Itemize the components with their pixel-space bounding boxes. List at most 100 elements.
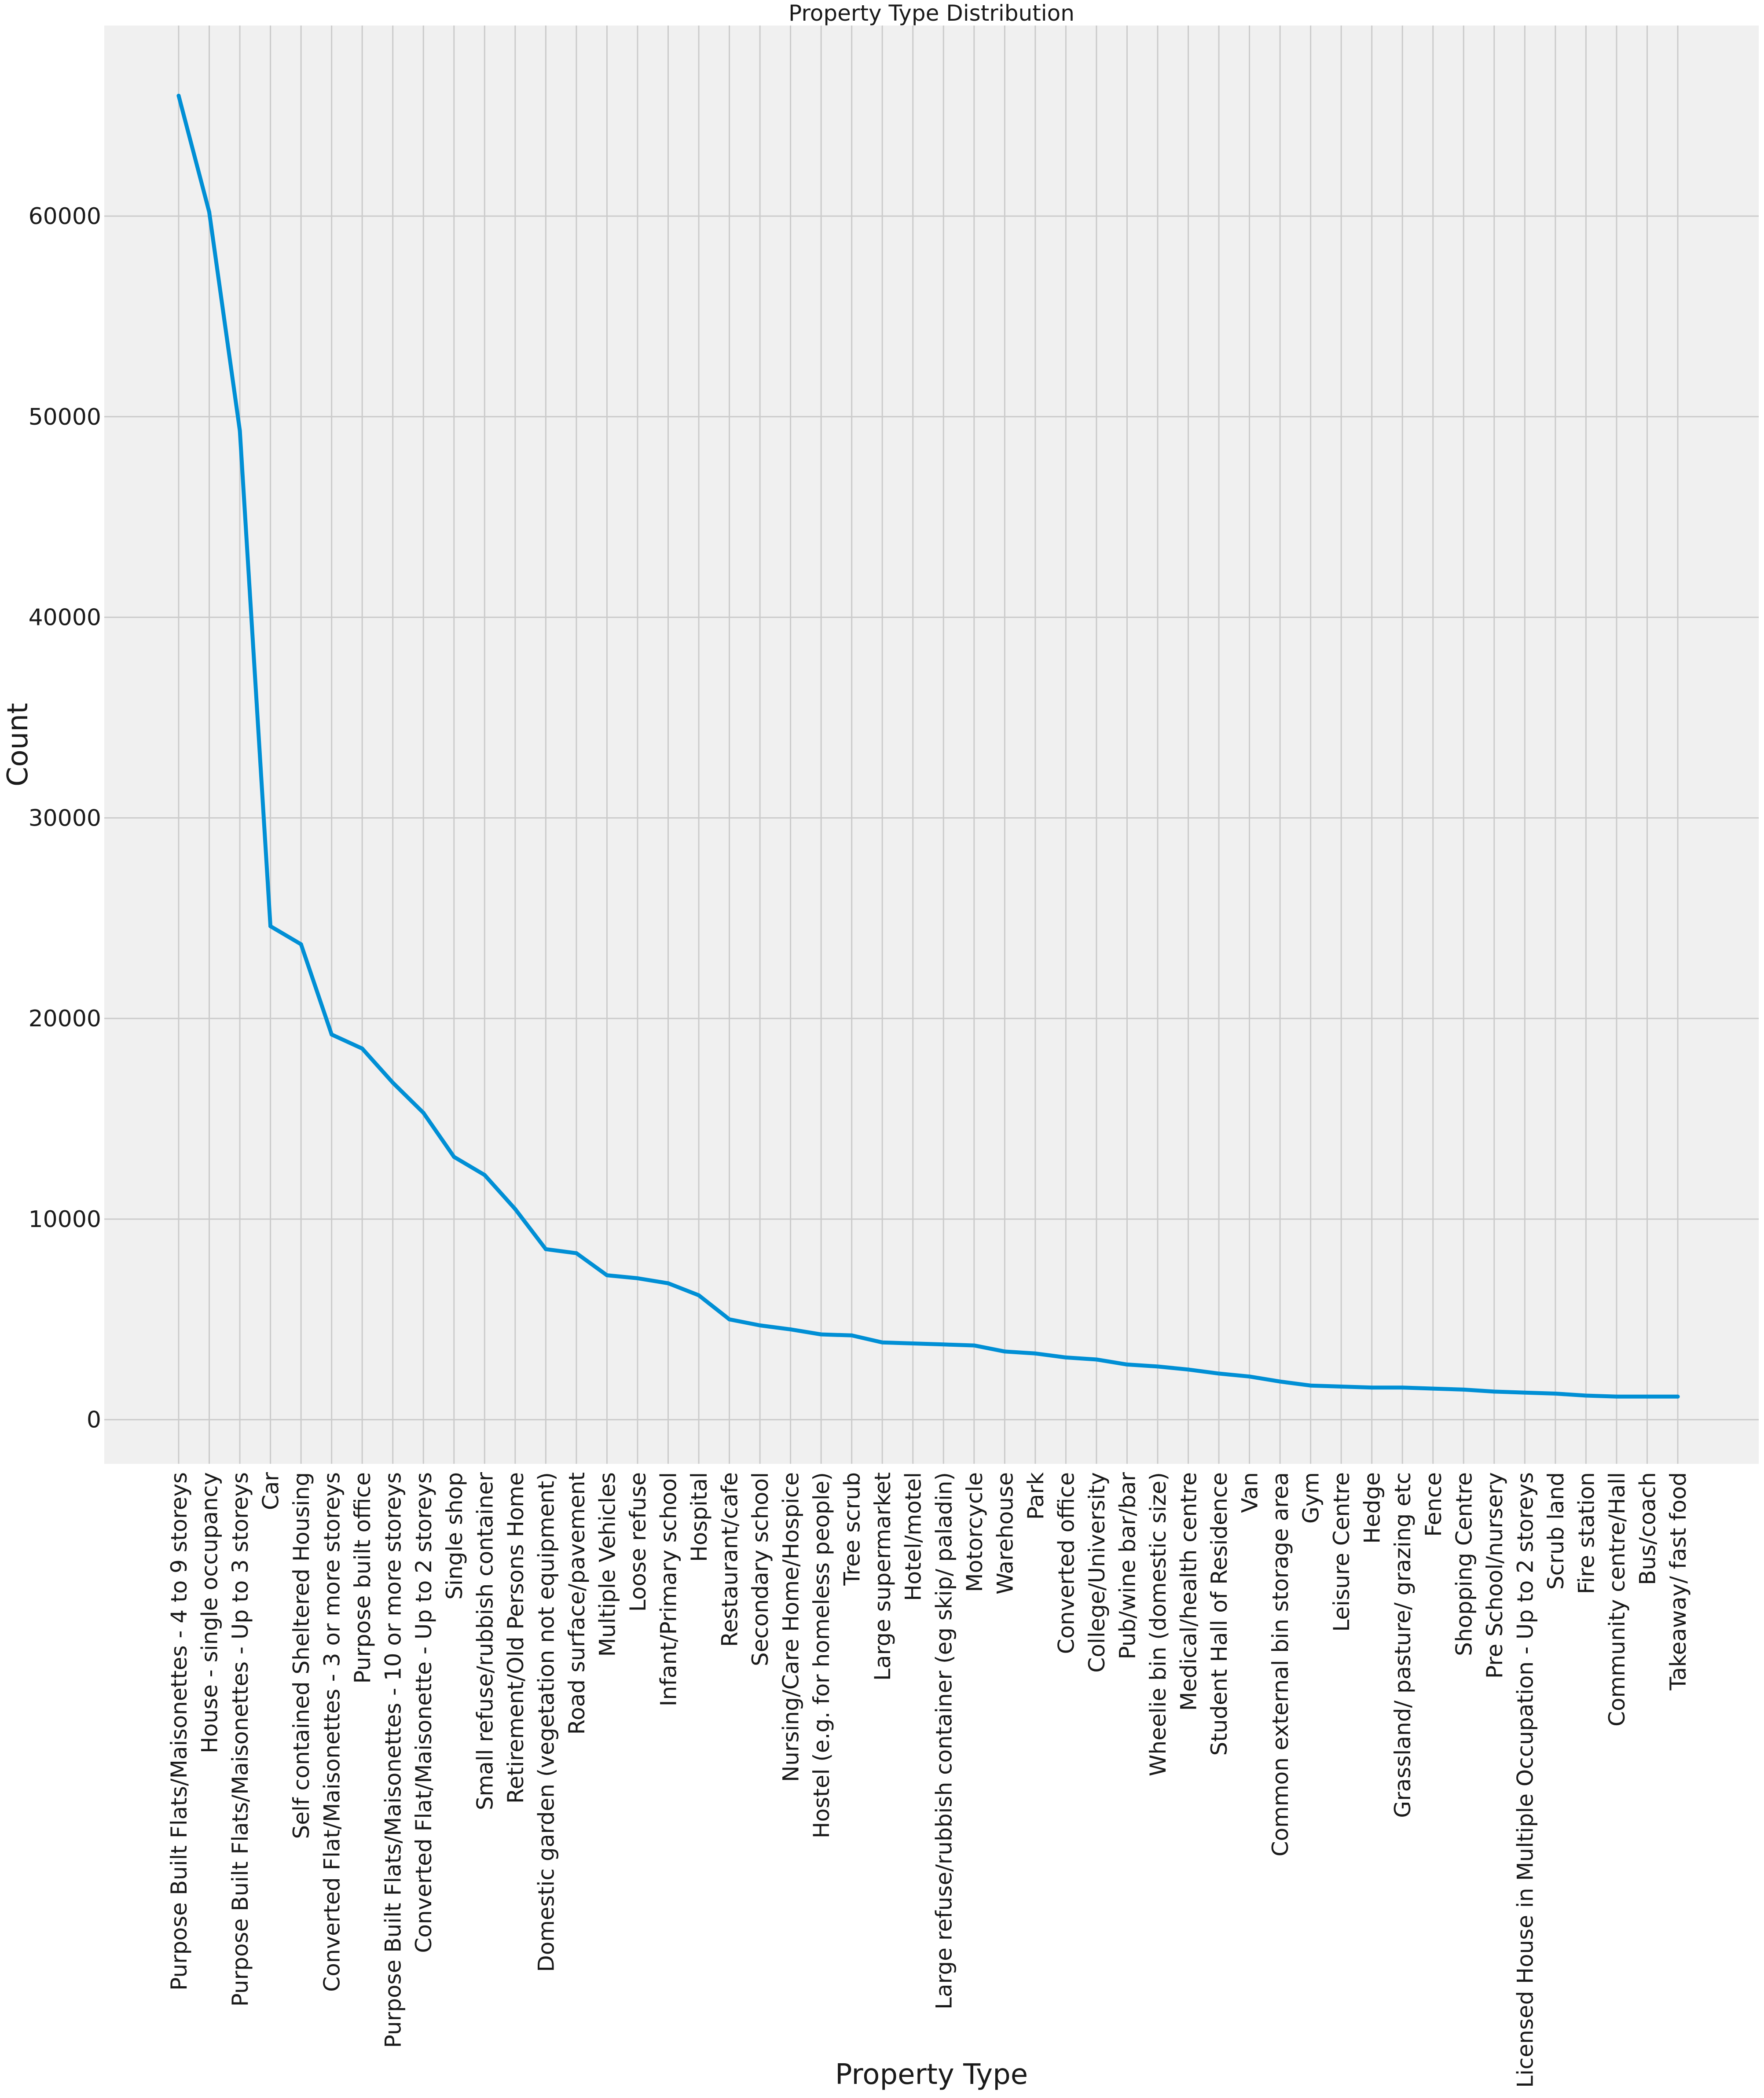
x-tick-label: Restaurant/cafe: [717, 1472, 743, 1647]
y-tick-label: 60000: [29, 203, 101, 230]
data-point: [421, 1110, 425, 1115]
data-point: [391, 1080, 395, 1085]
plot-area: [104, 26, 1759, 1464]
data-point: [880, 1340, 884, 1345]
data-point: [1614, 1394, 1619, 1399]
data-point: [1278, 1379, 1282, 1384]
x-tick-label: Purpose Built Flats/Maisonettes - 10 or …: [381, 1472, 406, 2048]
data-point: [1522, 1390, 1527, 1395]
data-point: [1125, 1362, 1129, 1367]
x-tick-label: Car: [258, 1472, 284, 1510]
y-tick-label: 50000: [29, 404, 101, 430]
x-tick-label: Loose refuse: [625, 1472, 651, 1612]
data-point: [758, 1323, 762, 1328]
x-tick-label: Leisure Centre: [1329, 1472, 1354, 1632]
x-tick-label: Student Hall of Residence: [1207, 1472, 1232, 1756]
data-point: [452, 1155, 456, 1159]
data-point: [360, 1047, 364, 1051]
data-point: [1492, 1389, 1496, 1394]
data-point: [850, 1333, 854, 1337]
data-point: [1064, 1355, 1068, 1359]
x-tick-label: Bus/coach: [1635, 1472, 1660, 1585]
data-point: [1370, 1385, 1374, 1390]
data-point: [666, 1281, 670, 1286]
y-tick-label: 0: [87, 1407, 101, 1433]
data-point: [788, 1327, 793, 1332]
x-tick-label: Pre School/nursery: [1482, 1472, 1507, 1679]
data-point: [299, 942, 303, 947]
x-tick-label: Van: [1237, 1472, 1263, 1513]
data-point: [911, 1341, 915, 1346]
series: [176, 94, 1680, 1399]
data-point: [1431, 1386, 1435, 1391]
y-tick-label: 40000: [29, 605, 101, 631]
x-tick-label: Secondary school: [748, 1472, 773, 1666]
data-point: [1645, 1394, 1649, 1399]
x-tick-label: Fire station: [1573, 1472, 1599, 1594]
x-tick-label: Large refuse/rubbish container (eg skip/…: [931, 1472, 957, 2010]
x-tick-label: Scrub land: [1543, 1472, 1569, 1590]
x-tick-label: Infant/Primary school: [656, 1472, 681, 1706]
x-tick-label: Road surface/pavement: [564, 1472, 590, 1734]
data-point: [207, 210, 212, 214]
data-point: [635, 1276, 640, 1280]
x-tick-label: Grassland/ pasture/ grazing etc: [1390, 1472, 1416, 1818]
data-point: [1309, 1383, 1313, 1388]
data-point: [1186, 1367, 1191, 1372]
x-tick-label: Retirement/Old Persons Home: [503, 1472, 528, 1804]
x-tick-label: Hospital: [686, 1472, 712, 1562]
data-point: [330, 1032, 334, 1037]
data-point: [1339, 1385, 1343, 1389]
data-point: [574, 1251, 579, 1255]
x-tick-label: Tree scrub: [840, 1472, 865, 1586]
x-tick-label: Medical/health centre: [1176, 1472, 1202, 1711]
x-axis-ticks: Purpose Built Flats/Maisonettes - 4 to 9…: [166, 1472, 1691, 2088]
y-tick-label: 20000: [29, 1006, 101, 1032]
data-point: [176, 94, 181, 98]
data-point: [697, 1293, 701, 1297]
x-tick-label: Pub/wine bar/bar: [1115, 1472, 1140, 1660]
x-tick-label: Converted Flat/Maisonettes - 3 or more s…: [319, 1472, 345, 1992]
x-tick-label: Small refuse/rubbish container: [472, 1472, 498, 1811]
x-tick-label: Converted office: [1053, 1472, 1079, 1654]
x-tick-label: Motorcycle: [962, 1472, 987, 1592]
x-tick-label: Park: [1023, 1472, 1049, 1520]
x-tick-label: Single shop: [442, 1472, 467, 1600]
data-point: [1400, 1385, 1405, 1390]
data-point: [1553, 1391, 1558, 1396]
data-point: [513, 1207, 517, 1211]
x-axis-label: Property Type: [835, 2058, 1028, 2091]
data-point: [1247, 1374, 1252, 1379]
x-tick-label: Multiple Vehicles: [594, 1472, 620, 1657]
x-tick-label: Fence: [1421, 1472, 1446, 1537]
data-point: [941, 1342, 946, 1347]
x-tick-label: Shopping Centre: [1451, 1472, 1477, 1656]
data-point: [605, 1273, 609, 1278]
data-point: [1094, 1357, 1099, 1362]
data-point: [238, 429, 242, 433]
x-tick-label: Common external bin storage area: [1268, 1472, 1293, 1856]
x-tick-label: College/University: [1084, 1472, 1110, 1673]
data-point: [1217, 1371, 1221, 1376]
data-point: [543, 1247, 548, 1251]
data-point: [1584, 1393, 1588, 1398]
x-tick-label: Purpose Built Flats/Maisonettes - Up to …: [227, 1472, 253, 2006]
series-line: [176, 94, 1680, 1399]
x-tick-label: Purpose Built Flats/Maisonettes - 4 to 9…: [166, 1472, 192, 1991]
y-axis-ticks: 0 10000 20000 30000 40000 50000 60000: [29, 203, 101, 1433]
data-point: [1155, 1364, 1160, 1369]
data-point: [482, 1173, 487, 1177]
y-axis-label: Count: [2, 703, 34, 786]
x-tick-label: Warehouse: [992, 1472, 1018, 1595]
x-tick-label: Gym: [1298, 1472, 1324, 1524]
x-tick-label: Takeaway/ fast food: [1665, 1472, 1691, 1691]
data-point: [972, 1343, 976, 1348]
x-tick-label: Converted Flat/Maisonette - Up to 2 stor…: [411, 1472, 436, 1953]
y-tick-label: 10000: [29, 1206, 101, 1233]
y-tick-label: 30000: [29, 805, 101, 831]
x-tick-label: Self contained Sheltered Housing: [289, 1472, 314, 1839]
x-tick-label: Hostel (e.g. for homeless people): [809, 1472, 834, 1838]
x-tick-label: Purpose built office: [350, 1472, 375, 1683]
data-point: [1002, 1349, 1007, 1354]
